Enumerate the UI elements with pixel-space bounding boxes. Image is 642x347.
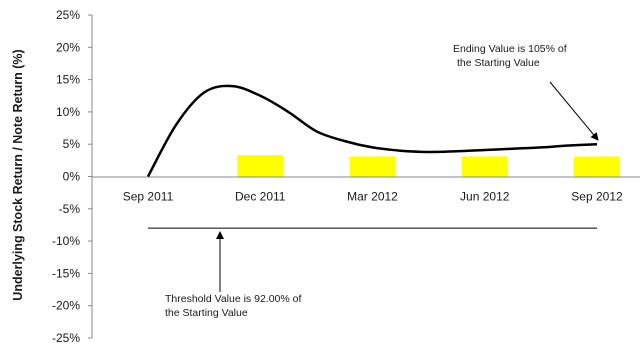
annotation-ending-arrow (549, 81, 599, 141)
note-return-bar (574, 156, 620, 177)
y-axis-ticks: 25% 20% 15% 10% 5% 0% -5% -10% -15% -20% -25% (52, 8, 92, 345)
y-tick-label: 0% (63, 170, 81, 184)
y-tick-label: -25% (52, 331, 80, 345)
y-tick-label: 10% (56, 105, 80, 119)
x-axis-ticks: Sep 2011 Dec 2011 Mar 2012 Jun 2012 Sep 2012 (123, 190, 623, 204)
y-tick-label: 5% (63, 137, 81, 151)
return-line (146, 84, 598, 178)
x-tick-label: Sep 2011 (123, 190, 174, 204)
y-tick-label: -5% (59, 202, 81, 216)
annotation-ending: Ending Value is 105% of the Starting Val… (453, 43, 570, 69)
x-tick-label: Jun 2012 (460, 190, 510, 204)
note-return-bar (349, 156, 396, 177)
x-tick-label: Sep 2012 (571, 190, 623, 204)
y-axis-label: Underlying Stock Return / Note Return (%… (11, 49, 25, 300)
y-tick-label: 25% (56, 8, 80, 22)
note-return-bar (461, 156, 508, 177)
y-tick-label: 15% (56, 73, 80, 87)
x-tick-label: Dec 2011 (235, 190, 286, 204)
x-tick-label: Mar 2012 (347, 190, 398, 204)
bars-group (237, 155, 620, 177)
y-tick-label: -10% (52, 234, 80, 248)
note-return-bar (237, 155, 284, 177)
y-tick-label: -20% (52, 299, 80, 313)
y-tick-label: -15% (52, 266, 80, 280)
annotation-threshold: Threshold Value is 92.00% of the Startin… (165, 293, 304, 319)
y-tick-label: 20% (56, 40, 80, 54)
